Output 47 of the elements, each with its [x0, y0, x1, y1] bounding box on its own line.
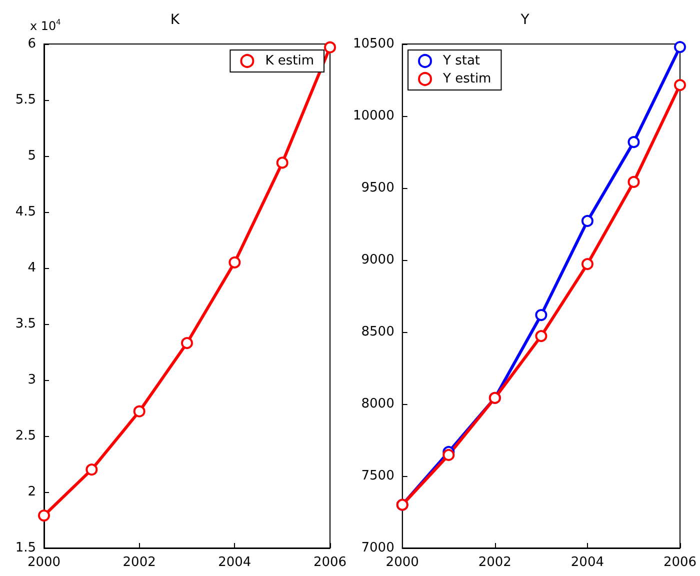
legend-label: K estim	[265, 54, 314, 68]
y-tick-label: 4.5	[15, 204, 36, 220]
point	[442, 448, 455, 461]
x-tick-label: 2004	[570, 555, 604, 570]
x-tick-label: 2006	[663, 555, 697, 570]
y-tick-label: 8500	[361, 324, 394, 340]
y-tick-label: 9500	[361, 180, 394, 196]
point	[276, 156, 288, 169]
point	[86, 464, 98, 476]
y-tick-label: 10000	[352, 108, 394, 124]
point	[181, 337, 193, 350]
point	[628, 176, 640, 188]
x-tick-label: 2000	[386, 555, 419, 570]
x-tick-label: 2004	[218, 555, 252, 570]
point	[133, 405, 146, 418]
point	[535, 309, 548, 322]
y-tick-label: 4	[28, 260, 36, 276]
point	[228, 256, 241, 268]
y-tick-label: 5.5	[15, 92, 36, 108]
point	[674, 41, 686, 54]
point	[535, 330, 548, 342]
point	[581, 258, 594, 270]
point	[38, 510, 50, 522]
x-tick-label: 2000	[27, 555, 61, 570]
legend-label: Y stat	[442, 54, 480, 68]
point	[628, 136, 640, 148]
y-tick-label: 9000	[361, 252, 394, 268]
point	[581, 214, 594, 227]
y-tick-label: 10500	[352, 36, 394, 52]
y-tick-label: 7000	[361, 540, 394, 556]
legend-label: Y estim	[442, 72, 492, 86]
chart-title: K	[170, 12, 180, 28]
y-tick-label: 6	[28, 36, 36, 52]
y-tick-label: 2.5	[15, 428, 36, 444]
y-tick-label: 8000	[361, 396, 394, 412]
x-tick-label: 2002	[478, 555, 512, 570]
x-tick-label: 2002	[122, 555, 156, 570]
y-tick-label: 3.5	[15, 316, 36, 332]
x-tick-label: 2006	[313, 555, 347, 570]
point	[324, 41, 336, 54]
y-tick-label: 2	[28, 484, 36, 500]
chart-title: Y	[520, 12, 530, 28]
y-tick-label: 1.5	[15, 540, 36, 556]
point	[674, 79, 686, 92]
y-tick-label: 7500	[361, 468, 394, 484]
y-tick-label: 5	[28, 148, 36, 164]
y-tick-label: 3	[28, 372, 36, 388]
